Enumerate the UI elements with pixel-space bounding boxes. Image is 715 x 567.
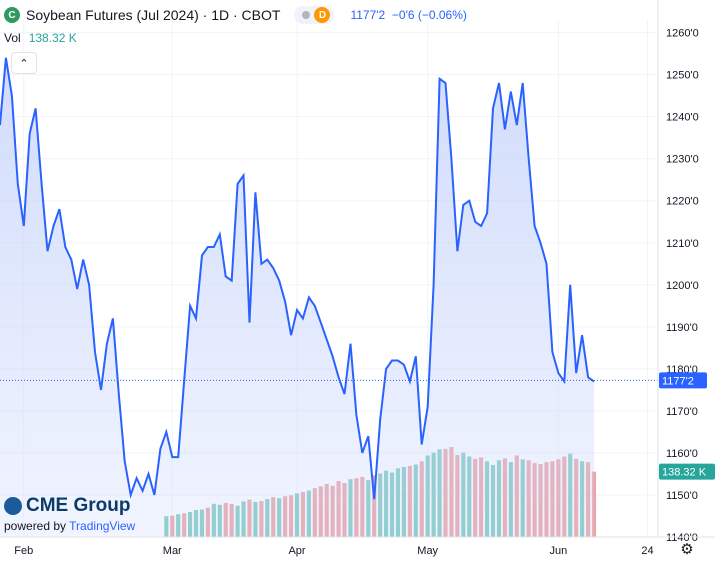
settings-gear-icon[interactable]: ⚙ [680,541,694,558]
last-price: 1177'2 [350,8,386,22]
x-tick-label: Jun [549,545,567,557]
y-tick-label: 1230'0 [666,154,699,166]
x-tick-label: May [417,545,438,557]
y-tick-label: 1260'0 [666,28,699,40]
watermark: CME Group powered by TradingView [4,495,135,533]
market-status-badge[interactable]: D [294,6,335,24]
volume-label: Vol [4,31,21,45]
last-price-tag-text: 1177'2 [662,375,694,387]
axis-tags: 1177'2 138.32 K [659,372,715,480]
cme-brand-text: CME Group [26,495,131,516]
symbol-title[interactable]: Soybean Futures (Jul 2024) · 1D · CBOT [26,7,281,23]
collapse-legend-button[interactable]: ⌃ [11,52,37,74]
price-summary: 1177'2 −0'6 (−0.06%) [350,8,466,22]
y-tick-label: 1200'0 [666,280,699,292]
chart-header: C Soybean Futures (Jul 2024) · 1D · CBOT… [4,5,467,25]
volume-legend: Vol 138.32 K [4,31,77,45]
y-tick-label: 1150'0 [666,490,698,502]
y-tick-label: 1190'0 [666,322,698,334]
last-price-tag: 1177'2 [659,372,707,389]
y-tick-label: 1250'0 [666,70,699,82]
globe-icon [4,497,22,515]
powered-by-text: powered by [4,519,67,533]
cme-group-logo: CME Group [4,495,135,517]
powered-by-tradingview: powered by TradingView [4,519,135,533]
volume-tag-text: 138.32 K [662,467,707,479]
x-axis[interactable]: Feb Mar Apr May Jun 24 [0,536,715,557]
x-tick-label: Apr [288,545,305,557]
y-tick-label: 1240'0 [666,112,699,124]
volume-tag: 138.32 K [659,463,715,480]
x-tick-label: Mar [163,545,182,557]
y-tick-label: 1210'0 [666,238,699,250]
cbot-logo-icon: C [4,7,20,23]
volume-value: 138.32 K [28,31,77,45]
y-tick-label: 1140'0 [666,532,698,544]
y-tick-label: 1160'0 [666,448,698,460]
status-dot-icon [302,11,311,19]
y-tick-label: 1170'0 [666,406,698,418]
price-area-fill [0,57,594,538]
y-axis[interactable]: 1140'01150'01160'01170'01180'01190'01200… [657,0,699,544]
x-tick-label: Feb [14,545,33,557]
price-change: −0'6 (−0.06%) [391,8,467,22]
price-line [0,57,595,500]
tradingview-text: TradingView [69,519,136,533]
x-tick-label: 24 [641,545,653,557]
y-tick-label: 1220'0 [666,196,699,208]
interval-badge: D [314,7,331,23]
